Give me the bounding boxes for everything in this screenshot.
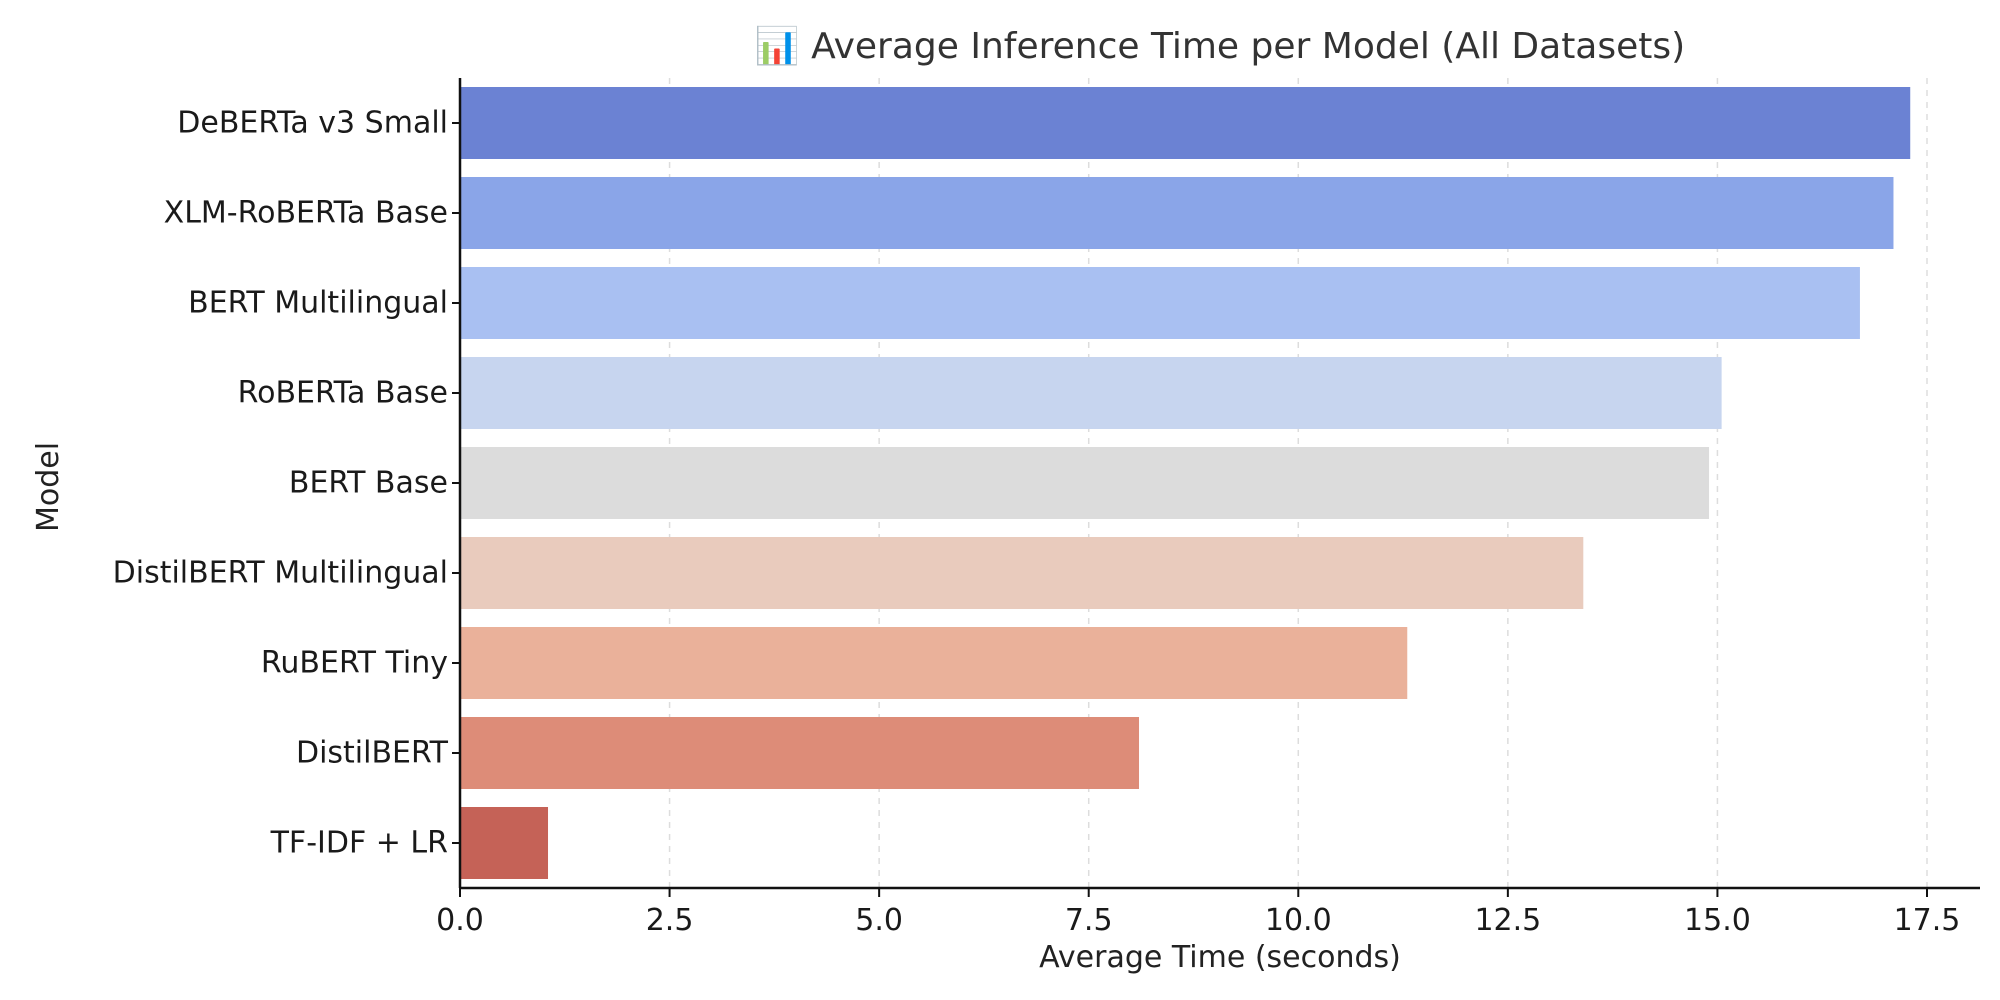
bar-layer [460,87,1911,879]
bar [460,807,549,879]
y-tick-label: BERT Base [289,466,448,501]
x-tick-label: 12.5 [1474,903,1541,938]
x-tick-label: 10.0 [1265,903,1332,938]
bar [460,717,1140,789]
y-tick-label: TF-IDF + LR [270,826,448,861]
y-tick-label: DistilBERT Multilingual [113,556,448,591]
y-tick-label: DistilBERT [296,736,449,771]
y-tick-label: XLM-RoBERTa Base [164,196,448,231]
bar [460,627,1408,699]
x-tick-label: 17.5 [1894,903,1961,938]
bar [460,267,1860,339]
x-tick-label: 5.0 [855,903,903,938]
y-tick-label: BERT Multilingual [188,286,448,321]
x-tick-label: 0.0 [436,903,484,938]
y-tick-label: DeBERTa v3 Small [177,106,448,141]
bar [460,357,1722,429]
y-axis-label: Model [31,442,66,532]
x-tick-label: 15.0 [1684,903,1751,938]
bar [460,177,1894,249]
x-axis-label: Average Time (seconds) [1039,940,1401,975]
bar [460,447,1710,519]
bar [460,87,1911,159]
axis-layer [452,78,1980,897]
bar [460,537,1584,609]
x-tick-label: 7.5 [1065,903,1113,938]
label-layer: DeBERTa v3 Small XLM-RoBERTa Base BERT Mul… [113,106,1961,939]
y-tick-label: RuBERT Tiny [261,646,448,681]
x-tick-label: 2.5 [646,903,694,938]
y-tick-label: RoBERTa Base [238,376,448,411]
chart-title: 📊 Average Inference Time per Model (All … [755,25,1685,67]
